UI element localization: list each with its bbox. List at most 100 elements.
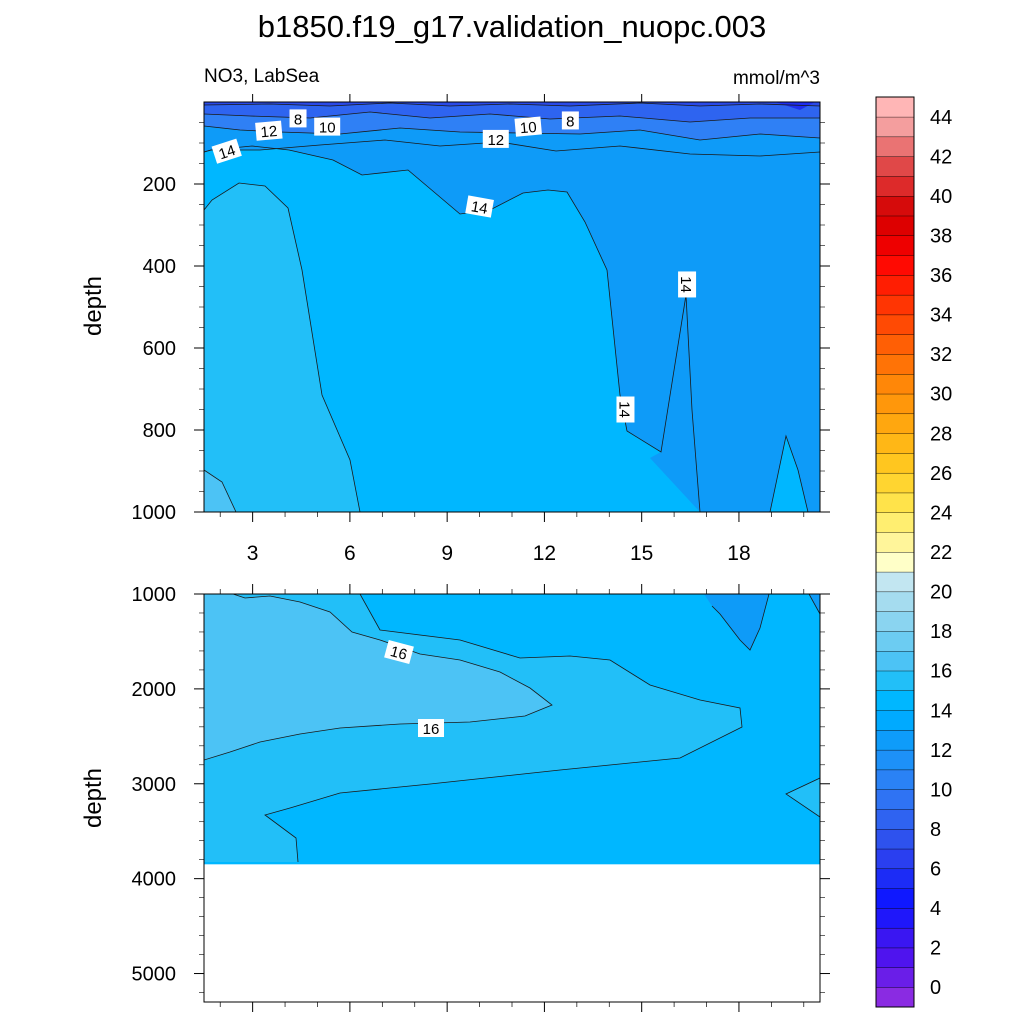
colorbar-label-0: 0 xyxy=(930,977,941,999)
upper-contour-label-7: 14 xyxy=(465,195,494,218)
colorbar-swatch-1 xyxy=(875,967,915,988)
upper-surface-patch xyxy=(775,102,815,110)
colorbar-label-12: 12 xyxy=(930,740,952,762)
upper-contour-label-0: 8 xyxy=(289,109,307,128)
colorbar-swatch-14 xyxy=(875,710,915,731)
upper-y-tick-label-1000: 1000 xyxy=(132,502,177,524)
colorbar-swatch-15 xyxy=(875,690,915,711)
upper-x-tick-label-3: 3 xyxy=(247,542,259,565)
colorbar-swatch-7 xyxy=(875,848,915,870)
lower-y-tick-label-3000: 3000 xyxy=(132,774,177,796)
upper-contour-label-6-text: 12 xyxy=(487,132,504,149)
colorbar-swatch-5 xyxy=(875,888,915,909)
lower-contour-16 xyxy=(264,594,743,863)
lower-region-18-20 xyxy=(204,594,552,760)
upper-x-tick-label-15: 15 xyxy=(630,542,653,565)
upper-contour-label-5: 8 xyxy=(561,111,579,130)
lower-y-axis-label: depth xyxy=(80,768,107,828)
upper-corner-patch xyxy=(204,470,236,512)
upper-contour-label-0-text: 8 xyxy=(294,111,302,128)
upper-contour-label-9-text: 14 xyxy=(615,401,632,418)
colorbar-swatch-43 xyxy=(875,136,915,157)
colorbar-swatch-0 xyxy=(875,987,915,1008)
lower-contour-label-0: 16 xyxy=(384,639,414,665)
colorbar-label-30: 30 xyxy=(930,384,952,406)
upper-contour-label-0-bg xyxy=(289,109,307,128)
lower-y-tick-label-5000: 5000 xyxy=(132,964,177,986)
upper-contour-label-9: 14 xyxy=(615,396,635,423)
lower-contour-label-1-bg xyxy=(418,719,444,737)
colorbar-swatch-16 xyxy=(875,670,915,691)
colorbar-frame xyxy=(875,96,915,1008)
colorbar-swatch-12 xyxy=(875,749,915,771)
upper-region-8-10 xyxy=(204,102,820,122)
figure-title: b1850.f19_g17.validation_nuopc.003 xyxy=(258,9,767,44)
upper-contour-label-1: 10 xyxy=(314,117,341,137)
upper-contour-label-2-bg xyxy=(255,120,283,141)
upper-surface-contour-0 xyxy=(204,139,820,157)
upper-contour-16-west xyxy=(204,182,361,512)
upper-contour-label-8: 14 xyxy=(677,271,697,298)
colorbar-label-32: 32 xyxy=(930,344,952,366)
upper-y-tick-label-200: 200 xyxy=(143,174,176,196)
colorbar-swatch-45 xyxy=(875,96,915,118)
colorbar-label-26: 26 xyxy=(930,463,952,485)
upper-contour-label-3: 14 xyxy=(211,138,242,164)
colorbar-label-24: 24 xyxy=(930,502,952,524)
upper-contour-label-7-text: 14 xyxy=(470,198,489,218)
upper-x-tick-label-12: 12 xyxy=(533,542,556,565)
colorbar-swatch-37 xyxy=(875,255,915,276)
lower-contour-east xyxy=(785,777,820,818)
colorbar-swatch-29 xyxy=(875,413,915,434)
units-label: mmol/m^3 xyxy=(733,68,820,89)
colorbar-label-44: 44 xyxy=(930,107,952,129)
lower-region-east-patch xyxy=(786,778,820,817)
colorbar-swatch-38 xyxy=(875,235,915,256)
lower-contour-12-corner xyxy=(808,594,820,615)
upper-contour-label-1-bg xyxy=(314,117,341,136)
colorbar-swatch-44 xyxy=(875,116,915,138)
colorbar-label-10: 10 xyxy=(930,779,952,801)
upper-contour-label-5-bg xyxy=(561,111,579,130)
colorbar-swatch-9 xyxy=(875,808,915,830)
upper-contour-label-1-text: 10 xyxy=(319,120,336,137)
lower-y-tick-label-4000: 4000 xyxy=(132,869,177,891)
colorbar-swatch-13 xyxy=(875,729,915,751)
colorbar-label-2: 2 xyxy=(930,938,941,960)
upper-panel: 8 10 12 14 10 8 12 14 14 14 3 6 9 12 15 18 200 400 600 800 1… xyxy=(132,94,830,565)
colorbar-swatch-33 xyxy=(875,334,915,355)
colorbar-swatch-28 xyxy=(875,433,915,454)
colorbar-label-14: 14 xyxy=(930,700,952,722)
upper-contour-14-east xyxy=(769,434,809,512)
colorbar-swatch-22 xyxy=(875,551,915,573)
lower-contour-label-1-text: 16 xyxy=(423,721,440,738)
upper-contour-label-8-bg xyxy=(678,271,697,298)
colorbar-swatch-39 xyxy=(875,215,915,236)
lower-plot-area xyxy=(204,594,820,865)
colorbar-swatch-23 xyxy=(875,532,915,553)
colorbar-swatch-24 xyxy=(875,512,915,533)
upper-contour-corner xyxy=(204,469,237,512)
upper-contour-label-6-bg xyxy=(482,129,509,148)
upper-contour-label-4: 10 xyxy=(514,116,542,137)
variable-region-label: NO3, LabSea xyxy=(204,66,320,87)
upper-y-tick-label-800: 800 xyxy=(143,420,176,442)
upper-contour-label-5-text: 8 xyxy=(566,113,574,130)
upper-y-axis-label: depth xyxy=(80,276,107,336)
upper-contour-label-3-bg xyxy=(211,138,242,164)
lower-contour-label-0-text: 16 xyxy=(388,643,409,664)
lower-contour-12 xyxy=(704,594,770,651)
colorbar-swatch-40 xyxy=(875,195,915,217)
upper-contour-label-2-text: 12 xyxy=(260,123,278,141)
colorbar-swatch-35 xyxy=(875,294,915,316)
colorbar-swatch-41 xyxy=(875,175,915,197)
upper-surface-contour-3 xyxy=(204,102,820,107)
colorbar-swatch-32 xyxy=(875,353,915,375)
colorbar-swatch-2 xyxy=(875,947,915,968)
colorbar-swatch-21 xyxy=(875,571,915,593)
colorbar-label-40: 40 xyxy=(930,186,952,208)
lower-y-tick-label-1000: 1000 xyxy=(132,584,177,606)
upper-contour-label-4-text: 10 xyxy=(519,119,537,137)
